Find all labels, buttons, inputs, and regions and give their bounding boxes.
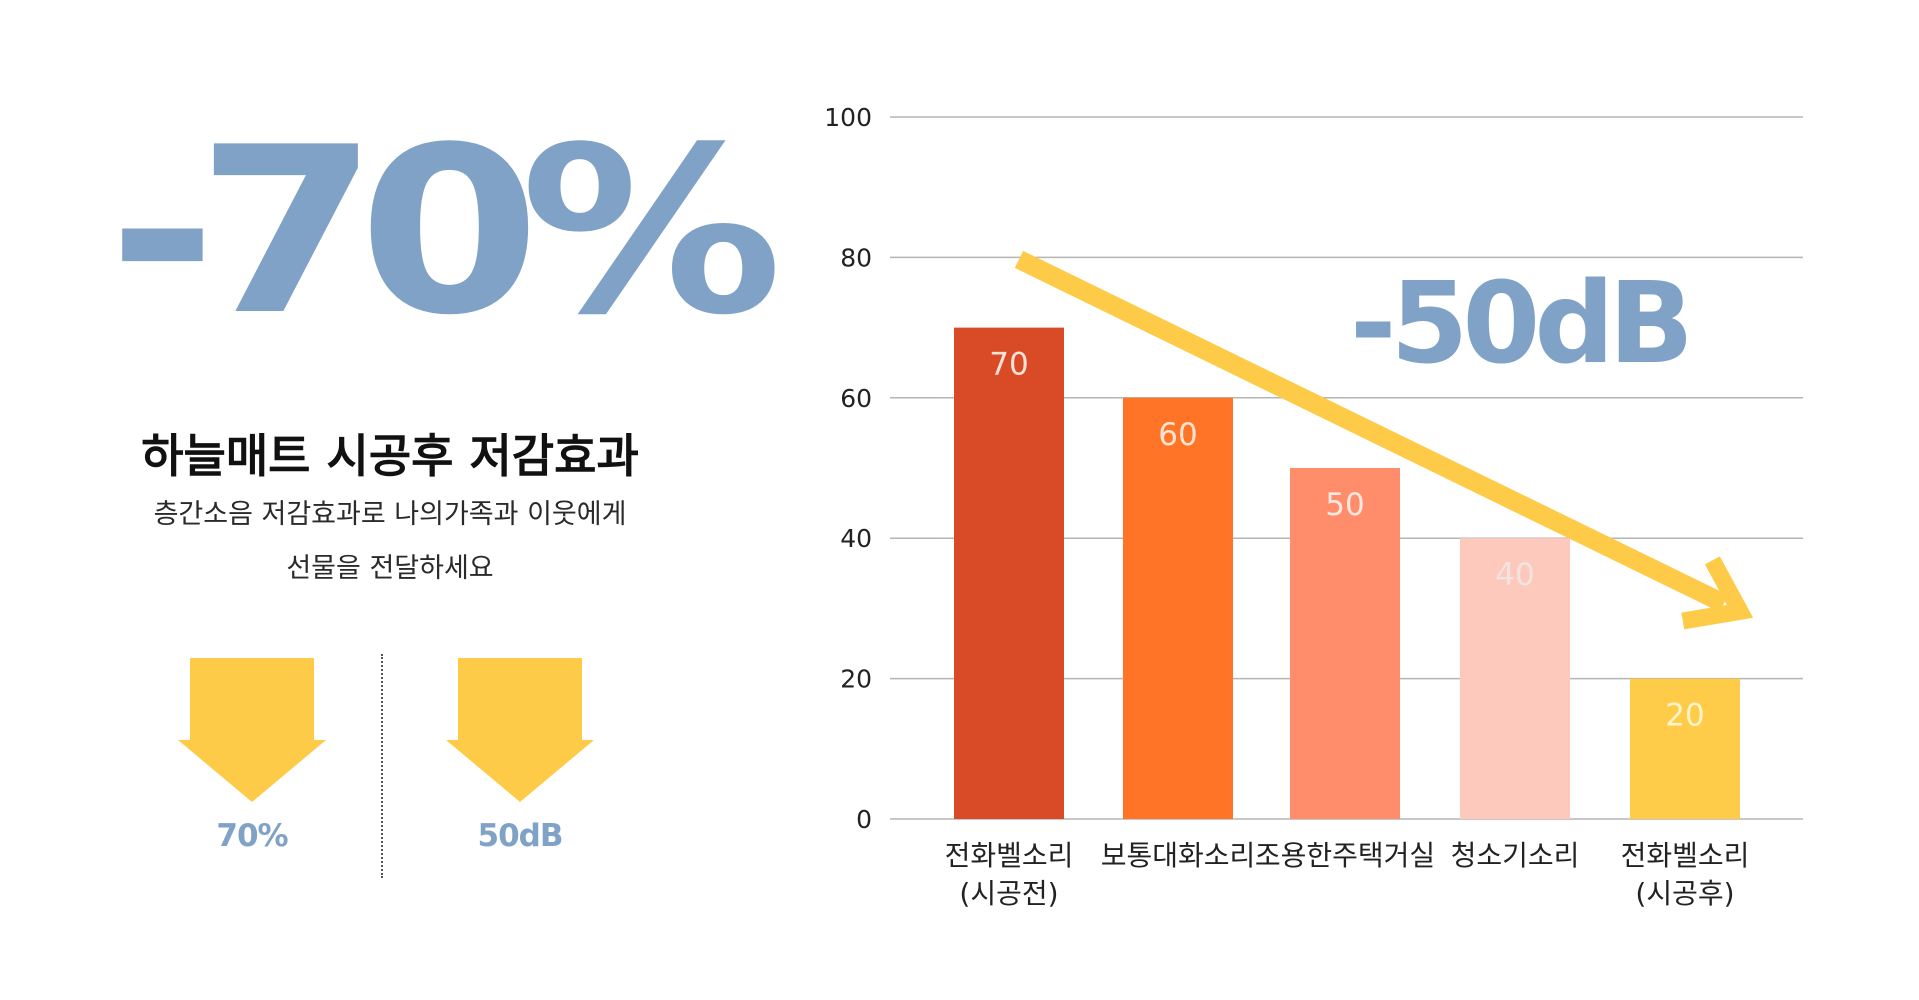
bar-value-label: 60 [1158,417,1197,453]
y-tick-label: 100 [824,103,872,132]
left-panel: -70% 하늘매트 시공후 저감효과 층간소음 저감효과로 나의가족과 이웃에게… [0,0,783,1000]
bar-value-label: 40 [1495,557,1534,593]
trend-arrow-head [1681,556,1754,630]
y-tick-label: 80 [840,243,872,272]
trend-arrow-shaft [1014,250,1728,613]
bar [1630,678,1740,819]
y-tick-label: 60 [840,384,872,413]
divider [381,654,383,878]
arrow-label-percent: 70% [216,818,288,854]
bar [954,327,1064,819]
bar-value-label: 70 [989,347,1028,383]
chart-annotation: -50dB [1350,259,1688,389]
category-label: 조용한주택거실 [1255,839,1435,872]
x-axis-categories: 전화벨소리 (시공전) 보통대화소리 조용한주택거실 청소기소리 전화벨소리 (시공후) [945,839,1750,910]
down-arrow-icon [178,658,326,802]
bar-value-label: 50 [1325,487,1364,523]
bar [1290,468,1400,819]
arrow-label-db: 50dB [477,818,564,854]
trend-arrow [1014,250,1754,630]
category-label: 전화벨소리 (시공전) [945,839,1074,910]
y-tick-label: 40 [840,524,872,553]
category-label: 전화벨소리 (시공후) [1621,839,1750,910]
y-axis-ticks: 0 20 40 60 80 100 [824,103,872,834]
bar [1460,538,1570,819]
chart-bar-labels: 70 60 50 40 20 [989,347,1704,734]
bar [1123,397,1233,819]
chart-bars [954,327,1740,819]
category-label: 청소기소리 [1451,839,1580,872]
main-title: 하늘매트 시공후 저감효과 [141,429,639,483]
description-line-2: 선물을 전달하세요 [286,553,494,584]
y-tick-label: 0 [856,805,872,834]
category-label: 보통대화소리 [1101,839,1256,872]
description-line-1: 층간소음 저감효과로 나의가족과 이웃에게 [153,499,627,530]
big-stat-percent: -70% [108,99,783,366]
y-tick-label: 20 [840,665,872,694]
down-arrow-icon [446,658,594,802]
bar-value-label: 20 [1665,698,1704,734]
